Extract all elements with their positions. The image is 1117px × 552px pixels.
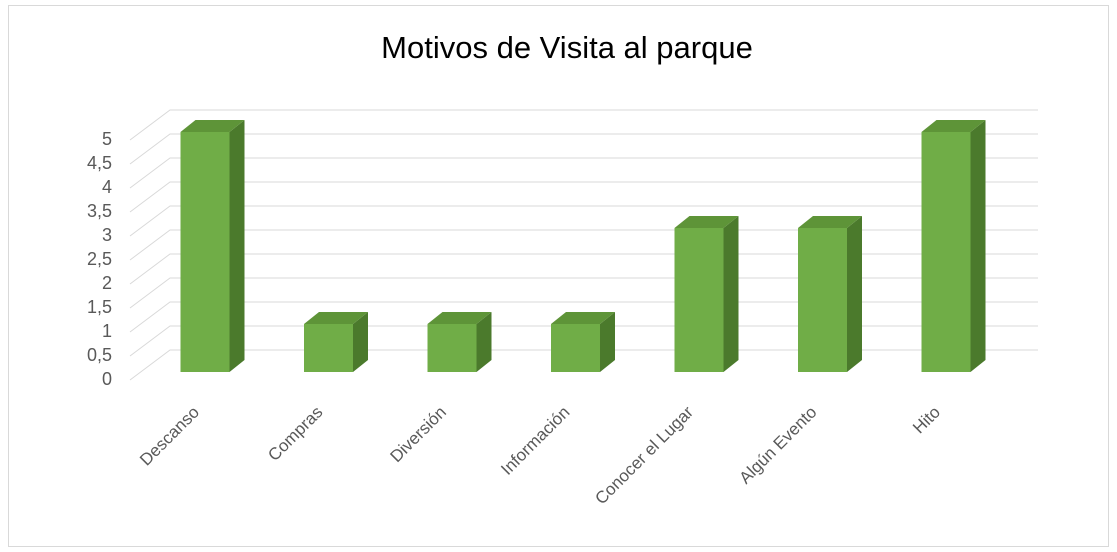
bar-top: [427, 312, 492, 324]
y-tick-label: 1,5: [87, 297, 112, 317]
bar-top: [674, 216, 739, 228]
bar-top: [921, 120, 986, 132]
y-tick-label: 3: [102, 225, 112, 245]
y-tick-label: 2: [102, 273, 112, 293]
y-tick-label: 4,5: [87, 153, 112, 173]
y-tick-label: 2,5: [87, 249, 112, 269]
bar: [921, 132, 971, 372]
bar-side: [970, 120, 986, 372]
grid-line: [129, 133, 1038, 165]
y-tick-label: 4: [102, 177, 112, 197]
bar-side: [353, 312, 368, 372]
y-tick-label: 5: [102, 129, 112, 149]
bar-top: [180, 120, 245, 132]
y-tick-label: 0,5: [87, 345, 112, 365]
bar: [551, 324, 600, 372]
grid-line: [129, 349, 1038, 381]
bar: [180, 132, 230, 372]
grid-line: [129, 325, 1038, 357]
bar-side: [847, 216, 862, 372]
bar-side: [600, 312, 615, 372]
grid-line: [129, 301, 1038, 333]
bar-side: [723, 216, 739, 372]
bar: [798, 228, 847, 372]
grid-line: [129, 157, 1038, 189]
bar-side: [229, 120, 245, 372]
bar-top: [551, 312, 615, 324]
y-tick-label: 1: [102, 321, 112, 341]
chart-title: Motivos de Visita al parque: [381, 30, 753, 65]
grid-line: [129, 277, 1038, 309]
grid-line: [129, 229, 1038, 261]
y-tick-label: 3,5: [87, 201, 112, 221]
grid-line: [129, 205, 1038, 237]
grid-line: [129, 181, 1038, 213]
bar: [674, 228, 724, 372]
bar-side: [476, 312, 492, 372]
bar-top: [798, 216, 862, 228]
bar: [427, 324, 477, 372]
bar-top: [304, 312, 368, 324]
bar: [304, 324, 353, 372]
grid-line: [129, 109, 1038, 141]
grid-line: [129, 253, 1038, 285]
y-tick-label: 0: [102, 369, 112, 389]
